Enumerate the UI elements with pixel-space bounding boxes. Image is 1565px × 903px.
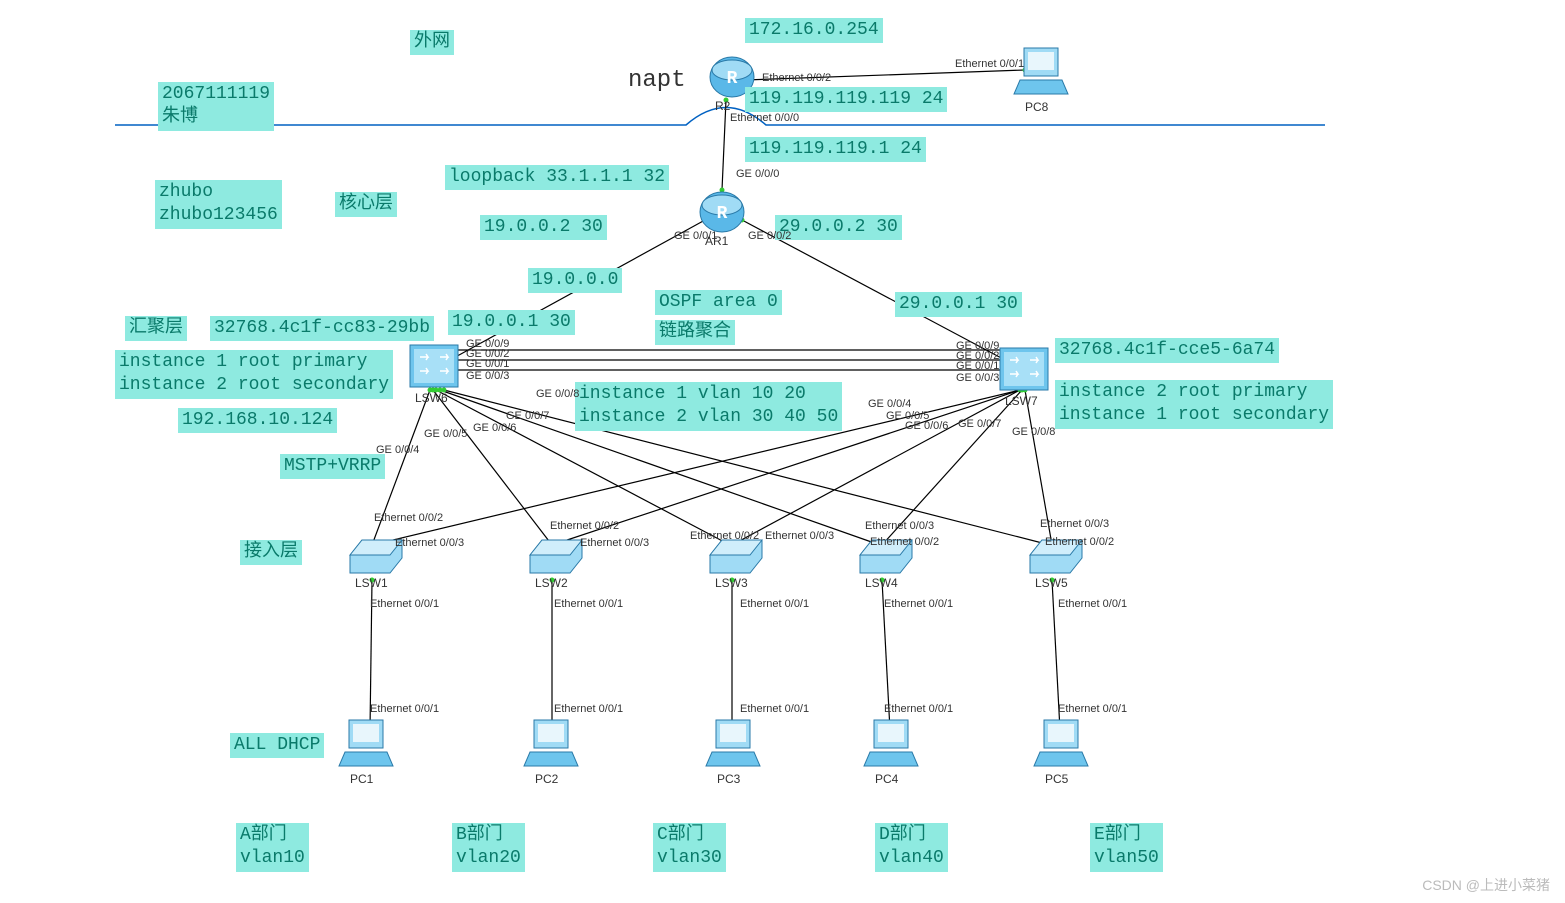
diagram-canvas: RR xyxy=(0,0,1565,903)
port-label-42: Ethernet 0/0/1 xyxy=(740,703,809,715)
device-PC1[interactable] xyxy=(339,720,393,766)
device-label-PC4: PC4 xyxy=(875,772,898,786)
port-label-24: GE 0/0/8 xyxy=(1012,426,1055,438)
label-ip7: 29.0.0.1 30 xyxy=(895,292,1022,317)
port-label-33: Ethernet 0/0/3 xyxy=(1040,518,1109,530)
port-label-6: GE 0/0/2 xyxy=(748,230,791,242)
device-label-LSW2: LSW2 xyxy=(535,576,568,590)
label-dB: B部门 vlan20 xyxy=(452,823,525,872)
label-sid: 2067111119 朱博 xyxy=(158,82,274,131)
port-label-31: Ethernet 0/0/3 xyxy=(865,520,934,532)
device-LSW7[interactable] xyxy=(1000,348,1048,390)
label-inst1: instance 1 root primary instance 2 root … xyxy=(115,350,393,399)
port-label-26: Ethernet 0/0/3 xyxy=(395,537,464,549)
label-inst2: instance 2 root primary instance 1 root … xyxy=(1055,380,1333,429)
label-ip4: 19.0.0.2 30 xyxy=(480,215,607,240)
label-ospf: OSPF area 0 xyxy=(655,290,782,315)
port-label-16: GE 0/0/7 xyxy=(506,410,549,422)
port-label-5: GE 0/0/1 xyxy=(674,230,717,242)
port-label-20: GE 0/0/4 xyxy=(868,398,911,410)
svg-text:R: R xyxy=(727,69,738,89)
label-napt: napt xyxy=(624,64,690,97)
label-core: 核心层 xyxy=(335,192,397,217)
port-label-38: Ethernet 0/0/1 xyxy=(884,598,953,610)
port-label-23: GE 0/0/7 xyxy=(958,418,1001,430)
port-label-22: GE 0/0/6 xyxy=(905,420,948,432)
device-label-LSW1: LSW1 xyxy=(355,576,388,590)
device-PC8[interactable] xyxy=(1014,48,1068,94)
port-label-14: GE 0/0/3 xyxy=(956,372,999,384)
port-label-29: Ethernet 0/0/2 xyxy=(690,530,759,542)
svg-text:R: R xyxy=(717,204,728,224)
port-label-0: Ethernet 0/0/2 xyxy=(762,72,831,84)
device-label-PC5: PC5 xyxy=(1045,772,1068,786)
label-mac1: 32768.4c1f-cc83-29bb xyxy=(210,316,434,341)
port-label-17: GE 0/0/6 xyxy=(473,422,516,434)
port-label-43: Ethernet 0/0/1 xyxy=(884,703,953,715)
port-label-32: Ethernet 0/0/2 xyxy=(870,536,939,548)
device-PC2[interactable] xyxy=(524,720,578,766)
port-label-41: Ethernet 0/0/1 xyxy=(554,703,623,715)
port-label-19: GE 0/0/4 xyxy=(376,444,419,456)
label-ip9: 192.168.10.124 xyxy=(178,408,337,433)
label-ip8: 19.0.0.1 30 xyxy=(448,310,575,335)
port-label-4: GE 0/0/0 xyxy=(736,168,779,180)
device-label-LSW4: LSW4 xyxy=(865,576,898,590)
port-label-25: Ethernet 0/0/2 xyxy=(374,512,443,524)
label-loop: loopback 33.1.1.1 32 xyxy=(445,165,669,190)
watermark: CSDN @上进小菜猪 xyxy=(1422,875,1550,895)
port-label-27: Ethernet 0/0/2 xyxy=(550,520,619,532)
port-label-40: Ethernet 0/0/1 xyxy=(370,703,439,715)
device-label-LSW6: LSW6 xyxy=(415,391,448,405)
label-instv: instance 1 vlan 10 20 instance 2 vlan 30… xyxy=(575,382,842,431)
label-acc: 接入层 xyxy=(240,540,302,565)
device-label-R2: R2 xyxy=(715,99,730,113)
device-LSW2[interactable] xyxy=(530,540,582,573)
port-label-10: GE 0/0/3 xyxy=(466,370,509,382)
port-label-13: GE 0/0/1 xyxy=(956,360,999,372)
device-AR1[interactable]: R xyxy=(700,192,744,232)
device-PC4[interactable] xyxy=(864,720,918,766)
port-label-44: Ethernet 0/0/1 xyxy=(1058,703,1127,715)
port-label-28: Ethernet 0/0/3 xyxy=(580,537,649,549)
device-label-LSW3: LSW3 xyxy=(715,576,748,590)
label-dhcp: ALL DHCP xyxy=(230,733,324,758)
port-label-9: GE 0/0/1 xyxy=(466,358,509,370)
label-dE: E部门 vlan50 xyxy=(1090,823,1163,872)
device-label-PC2: PC2 xyxy=(535,772,558,786)
label-dA: A部门 vlan10 xyxy=(236,823,309,872)
device-PC3[interactable] xyxy=(706,720,760,766)
label-linkagg: 链路聚合 xyxy=(655,320,735,345)
port-label-36: Ethernet 0/0/1 xyxy=(554,598,623,610)
label-ip5: 29.0.0.2 30 xyxy=(775,215,902,240)
device-label-PC8: PC8 xyxy=(1025,100,1048,114)
port-label-1: Ethernet 0/0/1 xyxy=(955,58,1024,70)
port-label-39: Ethernet 0/0/1 xyxy=(1058,598,1127,610)
device-PC5[interactable] xyxy=(1034,720,1088,766)
port-label-34: Ethernet 0/0/2 xyxy=(1045,536,1114,548)
device-label-LSW5: LSW5 xyxy=(1035,576,1068,590)
device-LSW6[interactable] xyxy=(410,345,458,387)
device-LSW3[interactable] xyxy=(710,540,762,573)
label-dC: C部门 vlan30 xyxy=(653,823,726,872)
device-label-PC3: PC3 xyxy=(717,772,740,786)
label-ip3: 119.119.119.1 24 xyxy=(745,137,926,162)
label-ip1: 172.16.0.254 xyxy=(745,18,883,43)
label-agg: 汇聚层 xyxy=(125,316,187,341)
label-ip6: 19.0.0.0 xyxy=(528,268,622,293)
port-label-3: Ethernet 0/0/0 xyxy=(730,112,799,124)
port-label-30: Ethernet 0/0/3 xyxy=(765,530,834,542)
port-label-37: Ethernet 0/0/1 xyxy=(740,598,809,610)
label-mac2: 32768.4c1f-cce5-6a74 xyxy=(1055,338,1279,363)
label-auth: zhubo zhubo123456 xyxy=(155,180,282,229)
port-label-35: Ethernet 0/0/1 xyxy=(370,598,439,610)
device-label-LSW7: LSW7 xyxy=(1005,394,1038,408)
device-label-PC1: PC1 xyxy=(350,772,373,786)
label-dD: D部门 vlan40 xyxy=(875,823,948,872)
label-mstp: MSTP+VRRP xyxy=(280,454,385,479)
port-label-15: GE 0/0/8 xyxy=(536,388,579,400)
label-wan: 外网 xyxy=(410,30,454,55)
label-ip2: 119.119.119.119 24 xyxy=(745,87,947,112)
port-label-18: GE 0/0/5 xyxy=(424,428,467,440)
